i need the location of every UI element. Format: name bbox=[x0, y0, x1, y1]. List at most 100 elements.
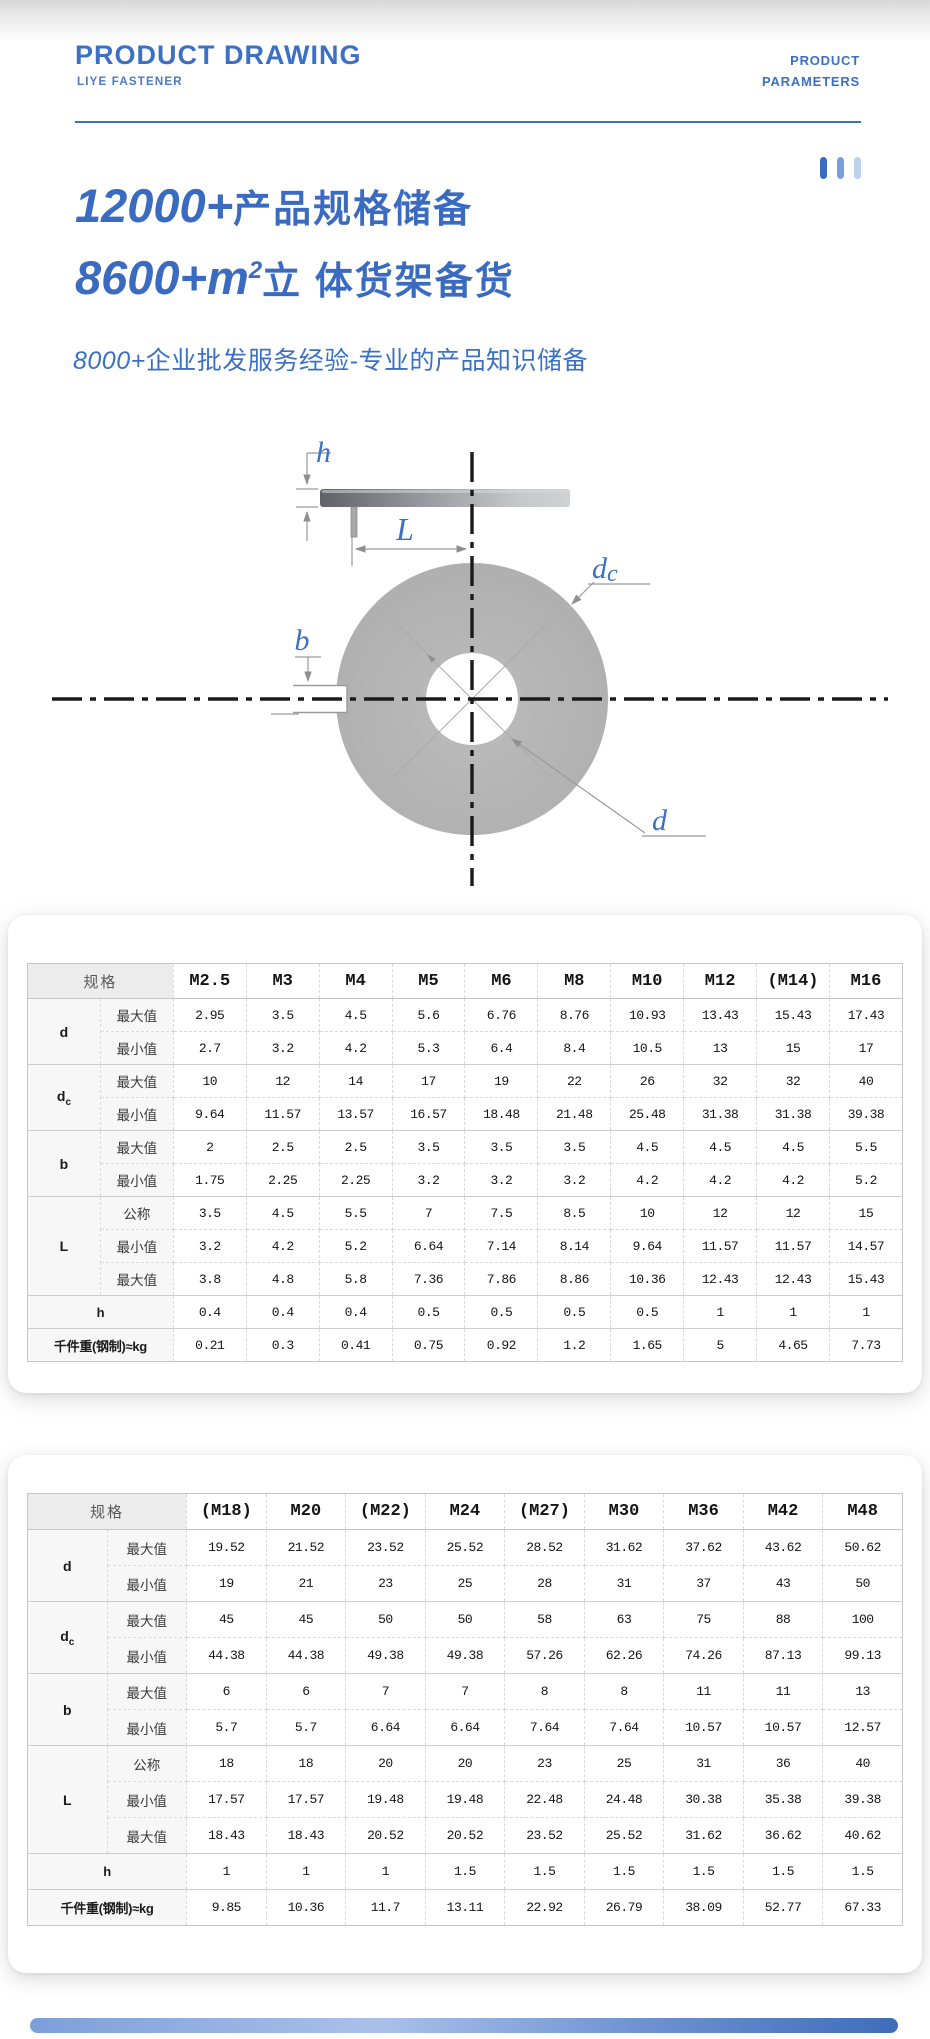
spec-value: 88 bbox=[742, 1601, 824, 1638]
spec-value: 50 bbox=[424, 1601, 506, 1638]
spec-value: 2.25 bbox=[318, 1163, 393, 1197]
spec-value: 4.2 bbox=[245, 1229, 320, 1263]
spec-value: 12.57 bbox=[822, 1709, 903, 1746]
spec-value: 22.48 bbox=[504, 1781, 585, 1818]
spec-value: 50.62 bbox=[822, 1529, 903, 1566]
spec-value: 2.25 bbox=[245, 1163, 320, 1197]
spec-value: 3.2 bbox=[391, 1163, 466, 1197]
spec-value: 2.5 bbox=[245, 1130, 320, 1164]
spec-value: 18.43 bbox=[265, 1817, 347, 1854]
spec-value: 10.93 bbox=[610, 998, 685, 1032]
spec-value: 50 bbox=[345, 1601, 426, 1638]
label-L: L bbox=[395, 511, 414, 547]
spec-value: 75 bbox=[663, 1601, 744, 1638]
row-group-label: dc bbox=[27, 1064, 101, 1131]
spec-value: 19 bbox=[186, 1565, 267, 1602]
spec-value: 23 bbox=[504, 1745, 585, 1782]
spec-value: 24.48 bbox=[583, 1781, 665, 1818]
spec-value: 10.57 bbox=[663, 1709, 744, 1746]
spec-value: 10.5 bbox=[610, 1031, 685, 1065]
spec-table: 规格 (M18) M20 (M22) M24 (M27) M30 M36 M42 M48 d 最大值 1… bbox=[26, 1493, 903, 1926]
spec-value: 11.57 bbox=[756, 1229, 830, 1263]
spec-value: 40 bbox=[828, 1064, 904, 1098]
dimension-h bbox=[296, 452, 331, 541]
spec-value: 0.5 bbox=[391, 1295, 466, 1329]
spec-value: 30.38 bbox=[663, 1781, 744, 1818]
spec-value: 22 bbox=[537, 1064, 612, 1098]
spec-value: 8 bbox=[583, 1673, 665, 1710]
row-sub-label: 最大值 bbox=[106, 1601, 188, 1638]
spec-value: 62.26 bbox=[583, 1637, 665, 1674]
spec-value: 19.48 bbox=[424, 1781, 506, 1818]
spec-value: 12 bbox=[756, 1196, 830, 1230]
hero-line2-number: 8600+m bbox=[75, 251, 249, 304]
label-h: h bbox=[316, 436, 331, 469]
hero-line3: 8000+企业批发服务经验-专业的产品知识储备 bbox=[73, 341, 588, 377]
spec-value: 31.62 bbox=[583, 1529, 665, 1566]
spec-value: 21.48 bbox=[537, 1097, 612, 1131]
leader-d bbox=[511, 738, 706, 837]
spec-col-header: (M27) bbox=[504, 1493, 585, 1530]
spec-col-header: M36 bbox=[663, 1493, 744, 1530]
row-sub-label: 最大值 bbox=[106, 1817, 188, 1854]
spec-value: 63 bbox=[583, 1601, 665, 1638]
hero-line2: 8600+m2立 体货架备货 bbox=[75, 250, 515, 305]
spec-col-header: M20 bbox=[265, 1493, 347, 1530]
spec-value: 31 bbox=[663, 1745, 744, 1782]
page-subtitle: LIYE FASTENER bbox=[77, 76, 183, 88]
spec-value: 49.38 bbox=[345, 1637, 426, 1674]
row-sub-label: 最小值 bbox=[99, 1163, 174, 1197]
spec-value: 20 bbox=[424, 1745, 506, 1782]
spec-value: 5.5 bbox=[318, 1196, 393, 1230]
spec-value: 5.3 bbox=[391, 1031, 466, 1065]
spec-value: 18.48 bbox=[464, 1097, 539, 1131]
spec-value: 2.95 bbox=[172, 998, 247, 1032]
row-group-label: h bbox=[26, 1853, 188, 1890]
spec-value: 4.5 bbox=[245, 1196, 320, 1230]
accent-bar-2 bbox=[837, 157, 844, 179]
dimension-b bbox=[271, 656, 321, 715]
row-sub-label: 最大值 bbox=[99, 998, 174, 1032]
spec-value: 7.86 bbox=[464, 1262, 539, 1296]
hero-line3-text: 企业批发服务经验-专业的产品知识储备 bbox=[145, 347, 589, 375]
spec-value: 1.2 bbox=[537, 1328, 612, 1362]
spec-value: 0.92 bbox=[464, 1328, 539, 1362]
spec-value: 37 bbox=[663, 1565, 744, 1602]
spec-value: 43.62 bbox=[742, 1529, 824, 1566]
label-d: d bbox=[652, 804, 668, 837]
spec-value: 26.79 bbox=[583, 1889, 665, 1926]
row-sub-label: 最大值 bbox=[99, 1262, 174, 1296]
centerlines bbox=[52, 452, 888, 886]
spec-value: 7.73 bbox=[828, 1328, 904, 1362]
spec-value: 3.5 bbox=[391, 1130, 466, 1164]
spec-value: 2 bbox=[172, 1130, 247, 1164]
spec-value: 8.86 bbox=[537, 1262, 612, 1296]
spec-value: 13.57 bbox=[318, 1097, 393, 1131]
spec-value: 21.52 bbox=[265, 1529, 347, 1566]
header-divider bbox=[75, 121, 861, 123]
spec-value: 12.43 bbox=[756, 1262, 830, 1296]
spec-value: 15 bbox=[828, 1196, 904, 1230]
spec-value: 17.57 bbox=[265, 1781, 347, 1818]
spec-value: 18 bbox=[186, 1745, 267, 1782]
spec-value: 19 bbox=[464, 1064, 539, 1098]
spec-value: 35.38 bbox=[742, 1781, 824, 1818]
spec-value: 8.76 bbox=[537, 998, 612, 1032]
spec-value: 52.77 bbox=[742, 1889, 824, 1926]
spec-value: 1 bbox=[186, 1853, 267, 1890]
spec-value: 44.38 bbox=[265, 1637, 347, 1674]
spec-value: 2.5 bbox=[318, 1130, 393, 1164]
spec-value: 10.36 bbox=[610, 1262, 685, 1296]
spec-header-label: 规格 bbox=[26, 1493, 188, 1530]
spec-value: 20.52 bbox=[424, 1817, 506, 1854]
row-sub-label: 最大值 bbox=[99, 1130, 174, 1164]
hero-line1-text: 产品规格储备 bbox=[233, 189, 474, 231]
spec-value: 2.7 bbox=[172, 1031, 247, 1065]
spec-value: 10.36 bbox=[265, 1889, 347, 1926]
spec-value: 1.65 bbox=[610, 1328, 685, 1362]
spec-value: 3.2 bbox=[464, 1163, 539, 1197]
spec-value: 4.8 bbox=[245, 1262, 320, 1296]
spec-value: 36.62 bbox=[742, 1817, 824, 1854]
row-group-label: b bbox=[27, 1673, 108, 1746]
spec-col-header: M5 bbox=[391, 963, 466, 999]
